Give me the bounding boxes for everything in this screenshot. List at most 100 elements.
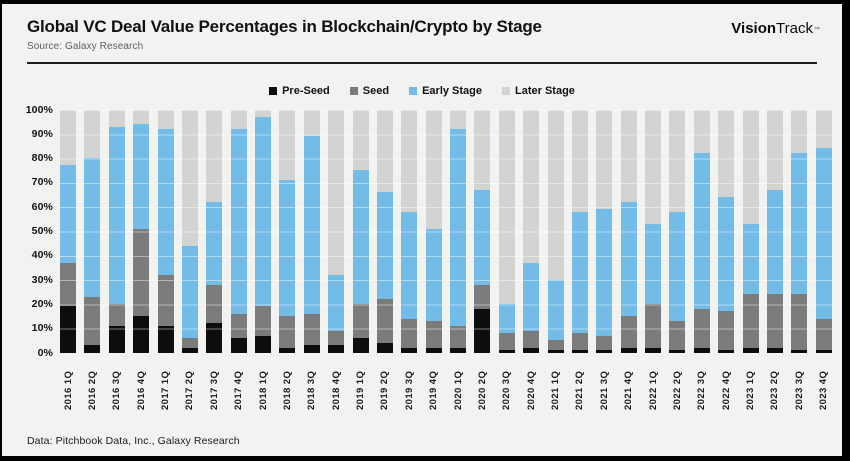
bar-segment-seed [303,313,320,346]
bar-segment-pre-seed [206,323,223,353]
header-text-block: Global VC Deal Value Percentages in Bloc… [27,17,542,52]
bar-segment-seed [108,303,125,326]
bar-segment-later-stage [376,109,393,193]
bar-segment-seed [84,296,101,346]
chart-legend: Pre-Seed Seed Early Stage Later Stage [2,85,842,97]
bar-segment-seed [645,303,661,348]
legend-item-pre-seed: Pre-Seed [269,85,330,97]
x-tick-label: 2022 4Q [720,370,732,410]
y-tick-label: 20% [31,297,53,310]
chart-card: Global VC Deal Value Percentages in Bloc… [2,4,842,456]
legend-swatch [409,86,418,95]
stacked-bar [523,109,540,353]
bar-segment-seed [718,311,735,351]
bar-segment-early-stage [596,209,613,336]
bar-segment-later-stage [230,109,247,129]
stacked-bar [425,109,442,353]
bar-column: 2019 4Q [425,109,442,410]
bar-segment-early-stage [498,303,515,334]
stacked-bar [620,109,637,353]
bar-segment-early-stage [815,148,832,319]
bar-column: 2021 2Q [571,109,588,410]
stacked-bar [742,109,759,353]
bar-column: 2021 1Q [547,109,564,410]
legend-item-later-stage: Later Stage [502,85,575,97]
x-tick-label: 2016 3Q [111,370,123,410]
x-tick-label: 2016 1Q [62,370,74,410]
y-tick-label: 90% [31,127,53,140]
legend-label: Pre-Seed [282,84,330,97]
bar-segment-pre-seed [766,347,783,353]
bar-segment-early-stage [425,228,442,321]
bar-segment-early-stage [376,192,393,300]
bar-segment-early-stage [474,189,491,285]
stacked-bar [279,109,296,353]
bar-segment-pre-seed [571,350,588,353]
bar-segment-later-stage [547,109,564,280]
header: Global VC Deal Value Percentages in Bloc… [2,4,842,52]
bar-column: 2023 3Q [791,109,808,410]
bar-column: 2023 2Q [766,109,783,410]
bar-segment-later-stage [133,109,150,125]
bar-segment-later-stage [498,109,515,304]
x-tick-label: 2023 3Q [793,370,805,410]
x-tick-label: 2023 4Q [818,370,830,410]
bar-column: 2016 1Q [60,109,76,410]
bar-segment-pre-seed [791,350,808,353]
stacked-bar [791,109,808,353]
bar-segment-early-stage [450,129,466,326]
bar-segment-later-stage [303,109,320,137]
bar-segment-seed [133,228,150,317]
x-tick-label: 2019 4Q [428,370,440,410]
x-tick-label: 2018 1Q [257,370,269,410]
x-tick-label: 2023 2Q [769,370,781,410]
bar-segment-early-stage [352,170,369,304]
stacked-bar [181,109,198,353]
bar-segment-later-stage [328,109,345,275]
y-tick-label: 60% [31,200,53,213]
bar-segment-early-stage [693,153,710,309]
bar-segment-early-stage [133,124,150,229]
x-tick-label: 2019 3Q [403,370,415,410]
stacked-bar [230,109,247,353]
stacked-bar [669,109,686,353]
y-tick-label: 40% [31,249,53,262]
bar-segment-pre-seed [108,325,125,353]
x-tick-label: 2021 1Q [550,370,561,410]
bar-segment-later-stage [60,109,76,166]
bar-segment-seed [181,337,198,348]
bar-column: 2019 1Q [352,109,369,410]
bar-segment-pre-seed [596,350,613,353]
bar-segment-pre-seed [450,347,466,353]
bar-segment-early-stage [108,126,125,304]
y-tick-label: 50% [31,225,53,238]
bar-segment-early-stage [718,197,735,312]
x-tick-label: 2022 1Q [647,370,659,410]
bar-segment-seed [279,316,296,348]
visiontrack-logo: VisionTrack™ [731,20,820,37]
bar-segment-pre-seed [84,345,101,353]
bar-segment-pre-seed [376,342,393,353]
x-tick-label: 2018 2Q [281,370,293,410]
bar-segment-early-stage [791,153,808,295]
stacked-bar [766,109,783,353]
bar-segment-seed [742,294,759,348]
bar-segment-later-stage [791,109,808,154]
stacked-bar [328,109,345,353]
bar-column: 2022 1Q [645,109,661,410]
bar-column: 2020 3Q [498,109,515,410]
bar-segment-seed [255,306,271,336]
stacked-bar [693,109,710,353]
x-tick-label: 2020 3Q [501,370,513,410]
legend-item-seed: Seed [349,85,389,97]
bar-segment-early-stage [645,223,661,304]
x-tick-label: 2019 1Q [355,370,366,410]
bar-segment-early-stage [303,136,320,314]
bar-segment-pre-seed [230,337,247,353]
stacked-bar [450,109,466,353]
x-tick-label: 2022 2Q [671,370,683,410]
bar-segment-early-stage [547,279,564,341]
stacked-bar [571,109,588,353]
y-tick-label: 30% [31,273,53,286]
